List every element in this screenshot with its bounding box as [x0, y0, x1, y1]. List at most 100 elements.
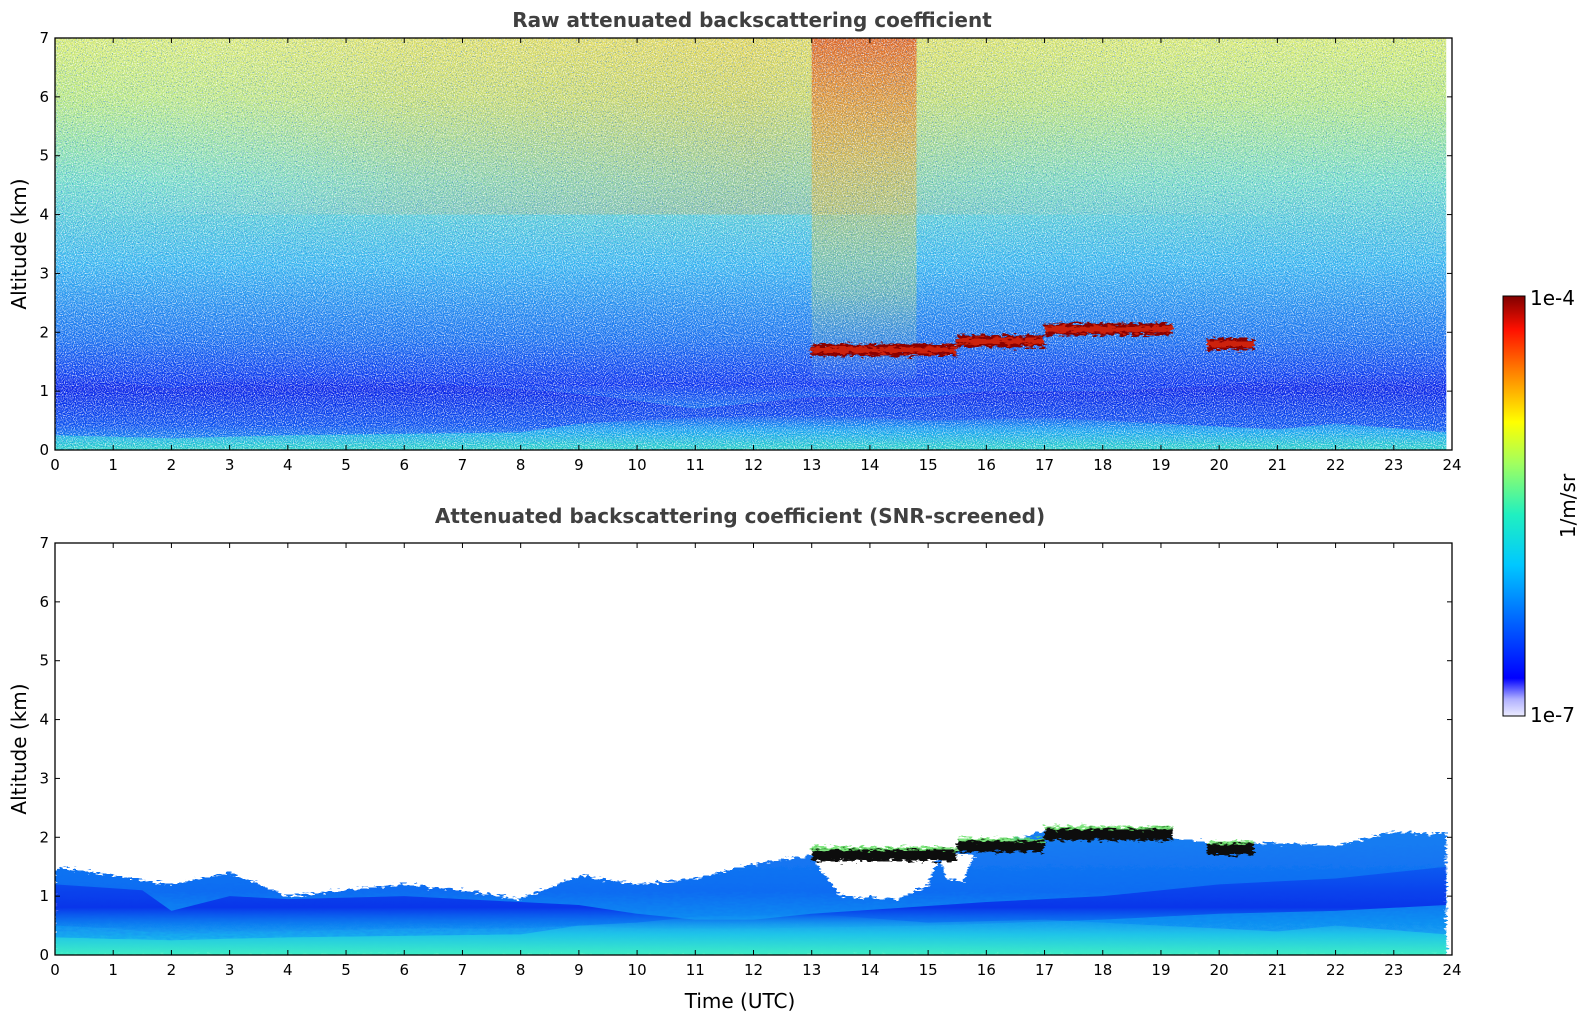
screened-panel: Attenuated backscattering coefficient (S… [7, 504, 1462, 1013]
screened-cloud-segment [1044, 828, 1173, 841]
x-tick-label: 20 [1210, 456, 1229, 474]
screened-surface-layer [55, 913, 1447, 955]
x-tick-label: 7 [458, 456, 468, 474]
x-tick-label: 2 [167, 961, 177, 979]
y-tick-label: 7 [39, 29, 49, 47]
screened-cloud-segment [811, 848, 958, 861]
x-tick-label: 15 [919, 456, 938, 474]
x-tick-label: 24 [1442, 456, 1461, 474]
x-tick-label: 18 [1093, 961, 1112, 979]
x-tick-label: 21 [1268, 961, 1287, 979]
y-tick-label: 3 [39, 769, 49, 787]
x-tick-label: 13 [802, 456, 821, 474]
x-tick-label: 5 [341, 456, 351, 474]
y-tick-label: 0 [39, 946, 49, 964]
y-tick-label: 4 [39, 711, 49, 729]
y-tick-label: 5 [39, 147, 49, 165]
raw-panel-title: Raw attenuated backscattering coefficien… [512, 8, 992, 32]
y-tick-label: 3 [39, 264, 49, 282]
x-tick-label: 10 [628, 456, 647, 474]
x-tick-label: 13 [802, 961, 821, 979]
screened-dark-band [55, 866, 1447, 935]
x-tick-label: 19 [1151, 456, 1170, 474]
colorbar-unit-label: 1/m/sr [1556, 473, 1580, 538]
x-tick-label: 24 [1442, 961, 1461, 979]
raw-cloud-core [957, 338, 1045, 345]
raw-y-axis-label: Altitude (km) [7, 178, 31, 309]
screened-cloud-edge [957, 838, 1045, 842]
screened-cloud-edge [1044, 826, 1173, 830]
x-tick-label: 1 [108, 961, 118, 979]
x-tick-label: 4 [283, 456, 293, 474]
raw-axis-ticks: 0 1 2 3 4 5 6 7 8 9 10 11 12 13 14 15 16 17 18 19 20 21 22 23 24… [39, 29, 1461, 474]
x-tick-label: 21 [1268, 456, 1287, 474]
y-tick-label: 5 [39, 652, 49, 670]
y-tick-label: 7 [39, 534, 49, 552]
y-tick-label: 1 [39, 382, 49, 400]
colorbar-min-label: 1e-7 [1530, 703, 1575, 727]
y-tick-label: 4 [39, 206, 49, 224]
x-tick-label: 12 [744, 961, 763, 979]
x-tick-label: 20 [1210, 961, 1229, 979]
screened-cloud-layer [811, 826, 1255, 861]
x-tick-label: 14 [860, 456, 879, 474]
y-tick-label: 2 [39, 828, 49, 846]
x-tick-label: 3 [225, 456, 235, 474]
screened-y-axis-label: Altitude (km) [7, 683, 31, 814]
screened-cloud-edge [811, 846, 958, 850]
x-tick-label: 23 [1384, 961, 1403, 979]
raw-cloud-core [1207, 341, 1255, 348]
x-tick-label: 5 [341, 961, 351, 979]
y-tick-label: 6 [39, 88, 49, 106]
screened-panel-title: Attenuated backscattering coefficient (S… [435, 504, 1045, 528]
x-tick-label: 1 [108, 456, 118, 474]
x-tick-label: 9 [574, 456, 584, 474]
x-tick-label: 22 [1326, 961, 1345, 979]
y-tick-label: 2 [39, 323, 49, 341]
screened-heatmap [55, 826, 1447, 955]
x-axis-label: Time (UTC) [684, 989, 796, 1013]
x-tick-label: 10 [628, 961, 647, 979]
x-tick-label: 6 [399, 961, 409, 979]
x-tick-label: 15 [919, 961, 938, 979]
raw-panel: Raw attenuated backscattering coefficien… [7, 8, 1462, 474]
x-tick-label: 0 [50, 456, 60, 474]
screened-cloud-segment [1207, 843, 1255, 856]
x-tick-label: 17 [1035, 961, 1054, 979]
y-tick-label: 1 [39, 887, 49, 905]
x-tick-label: 23 [1384, 456, 1403, 474]
x-tick-label: 16 [977, 456, 996, 474]
x-tick-label: 14 [860, 961, 879, 979]
raw-cloud-layer [811, 323, 1255, 356]
x-tick-label: 18 [1093, 456, 1112, 474]
x-tick-label: 2 [167, 456, 177, 474]
y-tick-label: 6 [39, 593, 49, 611]
screened-axis-ticks: 0 1 2 3 4 5 6 7 8 9 10 11 12 13 14 15 16 17 18 19 20 21 22 23 24… [39, 534, 1461, 979]
x-tick-label: 3 [225, 961, 235, 979]
x-tick-label: 8 [516, 456, 526, 474]
x-tick-label: 0 [50, 961, 60, 979]
x-tick-label: 7 [458, 961, 468, 979]
raw-cloud-core [811, 346, 958, 353]
raw-heatmap [55, 38, 1447, 450]
x-tick-label: 12 [744, 456, 763, 474]
x-tick-label: 17 [1035, 456, 1054, 474]
x-tick-label: 9 [574, 961, 584, 979]
raw-cloud-core [1044, 326, 1173, 333]
raw-noise-speckle-blue [55, 38, 1447, 450]
colorbar: 1e-4 1e-7 1/m/sr [1502, 286, 1580, 727]
screened-cloud-edge [1207, 841, 1255, 845]
x-tick-label: 19 [1151, 961, 1170, 979]
colorbar-gradient [1502, 295, 1526, 717]
x-tick-label: 11 [686, 456, 705, 474]
y-tick-label: 0 [39, 441, 49, 459]
x-tick-label: 11 [686, 961, 705, 979]
x-tick-label: 6 [399, 456, 409, 474]
x-tick-label: 22 [1326, 456, 1345, 474]
x-tick-label: 8 [516, 961, 526, 979]
screened-gap [811, 854, 975, 900]
colorbar-max-label: 1e-4 [1530, 286, 1575, 310]
screened-cloud-segment [957, 840, 1045, 853]
x-tick-label: 4 [283, 961, 293, 979]
